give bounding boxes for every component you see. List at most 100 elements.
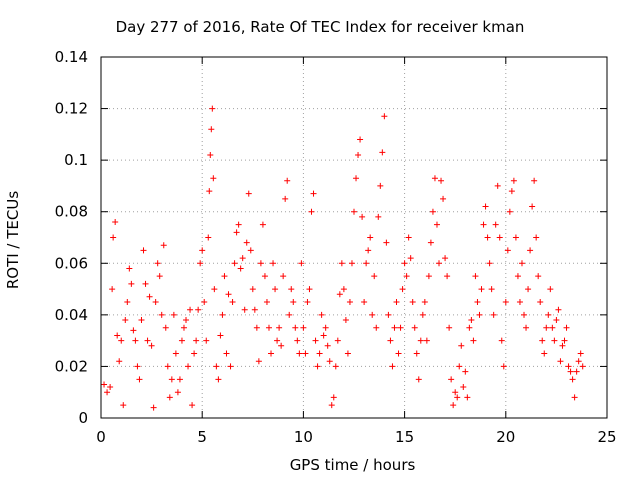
data-point: [391, 324, 398, 331]
data-point: [387, 337, 394, 344]
data-point: [110, 234, 117, 241]
data-point: [193, 337, 200, 344]
data-point: [344, 350, 351, 357]
data-point: [357, 136, 364, 143]
data-point: [525, 286, 532, 293]
data-point: [395, 350, 402, 357]
data-point: [545, 311, 552, 318]
data-point: [407, 255, 414, 262]
data-point: [527, 247, 534, 254]
data-point: [239, 255, 246, 262]
data-point: [371, 273, 378, 280]
data-point: [174, 389, 181, 396]
data-point: [549, 324, 556, 331]
data-point: [300, 324, 307, 331]
data-point: [516, 298, 523, 305]
data-point: [314, 363, 321, 370]
data-point: [201, 298, 208, 305]
data-point: [122, 317, 129, 324]
data-point: [156, 273, 163, 280]
data-point: [142, 280, 149, 287]
data-point: [180, 324, 187, 331]
data-point: [541, 350, 548, 357]
data-point: [263, 298, 270, 305]
data-point: [567, 368, 574, 375]
data-point: [393, 298, 400, 305]
data-point: [199, 247, 206, 254]
data-point: [462, 368, 469, 375]
data-point: [500, 363, 507, 370]
data-point: [569, 376, 576, 383]
data-point: [209, 105, 216, 112]
y-tick-label: 0.02: [55, 357, 88, 375]
data-point: [280, 273, 287, 280]
data-point: [440, 195, 447, 202]
data-point: [257, 260, 264, 267]
data-point: [466, 324, 473, 331]
data-point: [460, 384, 467, 391]
data-point: [270, 260, 277, 267]
data-point: [288, 286, 295, 293]
data-point: [510, 177, 517, 184]
data-point: [464, 394, 471, 401]
data-point: [529, 203, 536, 210]
data-point: [385, 311, 392, 318]
plot-frame: [100, 56, 608, 419]
data-point: [274, 337, 281, 344]
data-point: [342, 317, 349, 324]
data-point: [518, 260, 525, 267]
data-point: [109, 286, 116, 293]
data-point: [332, 363, 339, 370]
x-tick-labels: 0 5 10 15 20 25: [96, 428, 616, 446]
data-point: [425, 273, 432, 280]
data-point: [324, 342, 331, 349]
data-point: [482, 203, 489, 210]
data-point: [118, 337, 125, 344]
data-point: [213, 363, 220, 370]
data-point: [294, 337, 301, 344]
data-markers: [101, 105, 586, 411]
data-point: [488, 286, 495, 293]
data-point: [328, 402, 335, 409]
data-point: [359, 213, 366, 220]
data-point: [255, 358, 262, 365]
data-point: [543, 324, 550, 331]
chart-grid: [101, 57, 607, 418]
data-point: [539, 337, 546, 344]
data-point: [140, 247, 147, 254]
x-tick-label: 0: [96, 428, 106, 446]
data-point: [104, 389, 111, 396]
data-point: [573, 368, 580, 375]
data-point: [431, 175, 438, 182]
data-point: [185, 363, 192, 370]
data-point: [320, 332, 327, 339]
data-point: [417, 337, 424, 344]
data-point: [551, 337, 558, 344]
data-point: [172, 350, 179, 357]
data-point: [210, 175, 217, 182]
data-point: [338, 260, 345, 267]
data-point: [268, 350, 275, 357]
data-point: [170, 311, 177, 318]
data-point: [423, 337, 430, 344]
data-point: [241, 306, 248, 313]
data-point: [419, 311, 426, 318]
data-point: [577, 350, 584, 357]
data-point: [397, 324, 404, 331]
data-point: [452, 389, 459, 396]
x-axis-label: GPS time / hours: [289, 456, 416, 474]
data-point: [290, 298, 297, 305]
data-point: [575, 358, 582, 365]
y-axis-label: ROTI / TECUs: [4, 190, 22, 290]
data-point: [296, 350, 303, 357]
data-point: [456, 363, 463, 370]
data-point: [284, 177, 291, 184]
data-point: [146, 293, 153, 300]
data-point: [353, 175, 360, 182]
data-point: [379, 149, 386, 156]
data-point: [484, 234, 491, 241]
x-tick-label: 10: [294, 428, 313, 446]
data-point: [237, 265, 244, 272]
data-point: [229, 298, 236, 305]
